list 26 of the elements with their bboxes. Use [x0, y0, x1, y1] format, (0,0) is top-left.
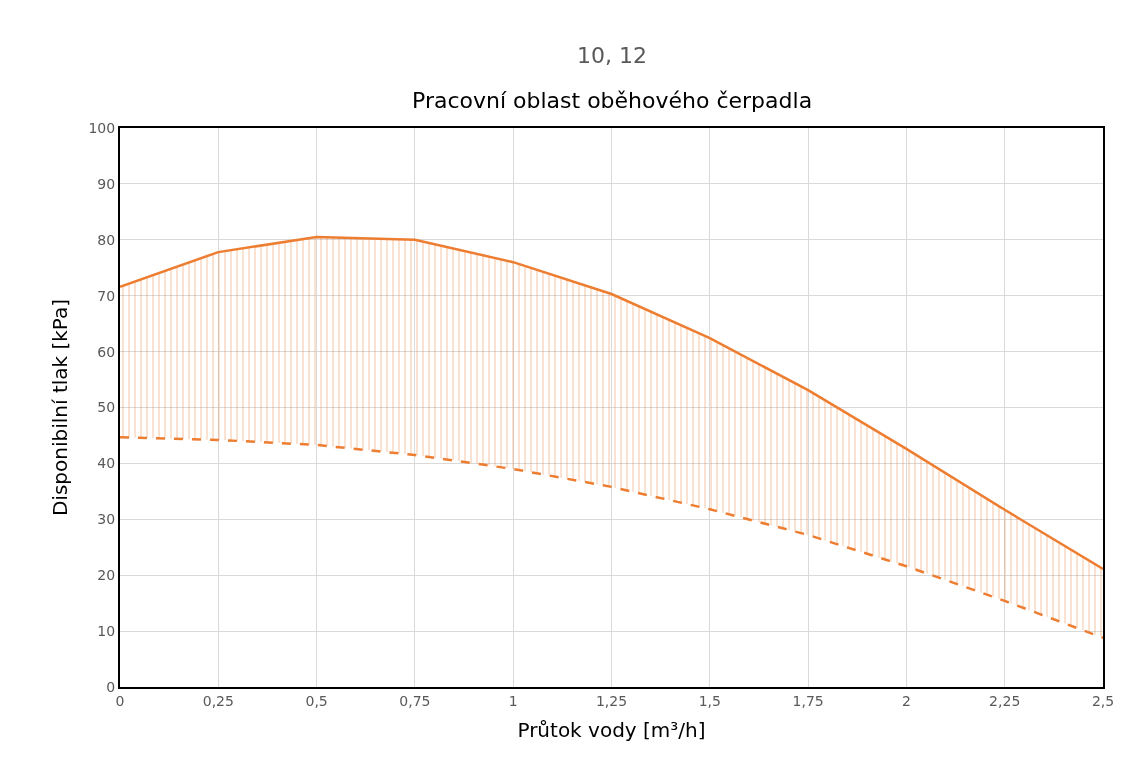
chart-title: 10, 12	[577, 43, 647, 68]
y-tick-label: 20	[97, 567, 116, 584]
y-tick-label: 70	[97, 287, 116, 304]
y-tick-label: 80	[97, 231, 116, 248]
x-tick-label: 2,5	[1091, 692, 1115, 709]
y-tick-label: 50	[97, 399, 116, 416]
y-tick-label: 90	[97, 175, 116, 192]
x-tick-label: 2,25	[989, 692, 1021, 709]
x-axis-title: Průtok vody [m³/h]	[517, 717, 706, 742]
y-tick-label: 0	[106, 678, 116, 695]
x-tick-label: 1,25	[595, 692, 628, 709]
y-tick-label: 40	[97, 455, 116, 472]
line-series	[120, 435, 1103, 640]
x-tick-label: 0,75	[399, 692, 431, 709]
x-tick-label: 0,25	[202, 692, 234, 709]
y-tick-label: 30	[97, 511, 116, 528]
x-tick-label: 0,5	[305, 692, 328, 709]
y-axis-title: Disponibilní tlak [kPa]	[48, 298, 73, 517]
y-tick-label: 60	[97, 343, 116, 360]
x-tick-label: 2	[901, 692, 911, 709]
chart-subtitle: Pracovní oblast oběhového čerpadla	[412, 88, 813, 113]
y-tick-label: 10	[97, 623, 116, 639]
y-tick-label: 100	[88, 119, 116, 136]
x-tick-label: 1	[508, 692, 518, 709]
x-tick-label: 1,5	[698, 692, 721, 709]
x-tick-label: 1,75	[792, 692, 824, 709]
